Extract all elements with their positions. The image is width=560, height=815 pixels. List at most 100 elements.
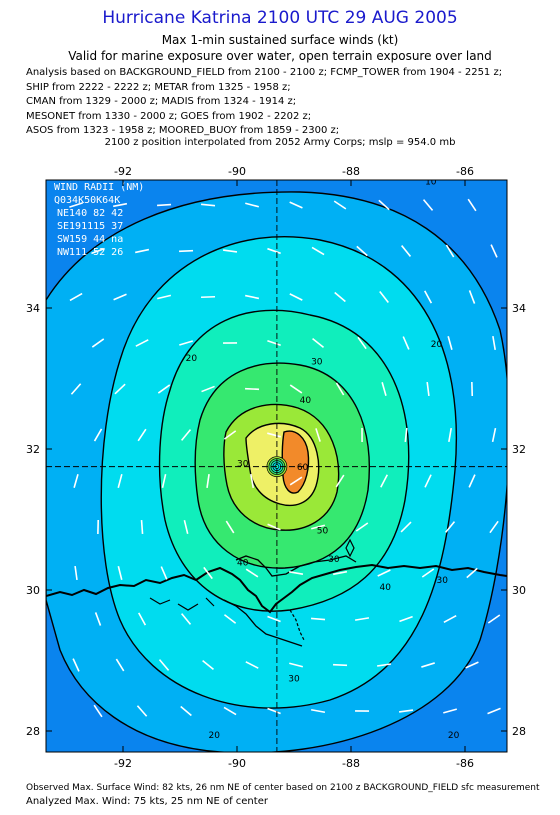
wind-barb — [426, 381, 430, 397]
contour-label: 10 — [425, 178, 437, 188]
lat-label-left: 28 — [26, 725, 40, 738]
wind-barb — [424, 290, 433, 304]
wind-barb — [399, 615, 413, 623]
wind-barb — [113, 202, 128, 208]
lon-label-bottom: -92 — [114, 757, 132, 770]
wind-barb — [200, 203, 216, 207]
wind-radii-box: WIND RADII (NM) Q034K50K64K NE140 82 42 … — [54, 182, 144, 258]
analysis-line: ASOS from 1323 - 1958 z; MOORED_BUOY fro… — [26, 125, 340, 137]
wind-barb — [160, 566, 168, 580]
wind-radii-row: NW111 52 26 — [57, 247, 123, 258]
wind-barb — [203, 566, 213, 580]
contour-label: 20 — [186, 354, 198, 364]
wind-barb — [267, 615, 281, 623]
storm-center-crosshair — [46, 180, 507, 752]
wind-barb — [245, 294, 260, 300]
contour-label: 60 — [297, 463, 309, 473]
wind-barb — [398, 709, 414, 713]
lat-label-right: 34 — [512, 302, 526, 315]
wind-barb — [202, 659, 214, 671]
wind-radii-header: Q034K50K64K — [54, 195, 120, 206]
wind-barb — [94, 612, 102, 626]
wind-barb — [468, 290, 476, 304]
wind-barb — [113, 293, 127, 301]
wind-barb — [311, 246, 325, 256]
wind-barb — [161, 473, 167, 489]
wind-barb — [222, 249, 238, 253]
wind-barb — [311, 617, 326, 621]
wind-contour-bands — [46, 180, 507, 752]
wind-barb — [357, 336, 367, 350]
lat-label-right: 30 — [512, 584, 526, 597]
map-title: Hurricane Katrina 2100 UTC 29 AUG 2005 — [102, 8, 458, 28]
wind-barb — [333, 200, 347, 210]
lat-label-right: 28 — [512, 725, 526, 738]
wind-barb — [267, 339, 281, 347]
lon-label-bottom: -88 — [342, 757, 360, 770]
wind-barb — [381, 382, 387, 396]
wind-barb — [311, 524, 326, 530]
observed-max-wind-note: Observed Max. Surface Wind: 82 kts, 26 n… — [26, 783, 540, 793]
wind-barb — [421, 568, 435, 578]
wind-barb — [157, 384, 171, 394]
contour-label: 30 — [328, 555, 340, 565]
wind-barb — [70, 383, 82, 395]
contour-label: 40 — [379, 583, 391, 593]
wind-barb — [206, 473, 210, 489]
wind-barb — [225, 520, 235, 534]
wind-barb — [491, 427, 497, 443]
wind-radii-row: NE140 82 42 — [57, 208, 123, 219]
map-frame — [45, 179, 508, 753]
wind-barb — [443, 708, 458, 714]
coastline — [46, 538, 507, 647]
wind-barb — [91, 247, 105, 255]
wind-barb — [443, 614, 457, 624]
wind-barb — [245, 387, 260, 391]
wind-barb — [422, 199, 434, 211]
wind-barb — [137, 428, 147, 442]
wind-barb — [245, 202, 260, 208]
wind-barb — [245, 661, 259, 669]
map-axes: -92 -92 -90 -90 -88 -88 -86 -86 34 34 32 32 30 30 28 28 — [26, 165, 526, 770]
wind-barb — [267, 523, 281, 531]
lon-label-top: -86 — [456, 165, 474, 178]
wind-barb — [117, 566, 123, 580]
wind-barb — [312, 338, 325, 348]
wind-barb — [181, 613, 192, 625]
wind-barb — [311, 708, 326, 714]
wind-barb — [223, 706, 237, 716]
wind-barb — [468, 474, 476, 488]
wind-barb — [140, 519, 144, 535]
wind-barb — [138, 612, 147, 626]
lon-label-top: -90 — [228, 165, 246, 178]
wind-barb — [334, 291, 346, 303]
wind-barb — [180, 705, 192, 717]
wind-barb — [448, 427, 453, 443]
lon-label-bottom: -86 — [456, 757, 474, 770]
contour-label: 20 — [431, 340, 443, 350]
wind-barb — [72, 658, 80, 672]
wind-barb — [355, 522, 369, 532]
wind-barb — [401, 245, 412, 257]
analyzed-max-wind-note: Analyzed Max. Wind: 75 kts, 25 nm NE of … — [26, 796, 268, 807]
contour-label: 30 — [237, 460, 249, 470]
wind-barb — [201, 385, 215, 393]
wind-barb — [421, 662, 435, 668]
contour-label: 30 — [436, 576, 448, 586]
wind-barb — [404, 427, 408, 443]
wind-barb — [377, 569, 391, 577]
contour-label: 30 — [311, 357, 323, 367]
wind-barb — [245, 568, 259, 578]
wind-barb — [380, 474, 389, 488]
wind-barb — [267, 707, 281, 715]
wind-barb — [289, 293, 303, 301]
wind-barb — [467, 198, 477, 212]
wind-barb — [135, 339, 149, 347]
lon-label-bottom: -90 — [228, 757, 246, 770]
wind-radii-row: SW159 44 na — [57, 234, 123, 245]
wind-barb — [223, 614, 237, 624]
wind-barb — [490, 244, 498, 258]
wind-barb — [465, 661, 479, 669]
wind-barb — [402, 336, 410, 350]
